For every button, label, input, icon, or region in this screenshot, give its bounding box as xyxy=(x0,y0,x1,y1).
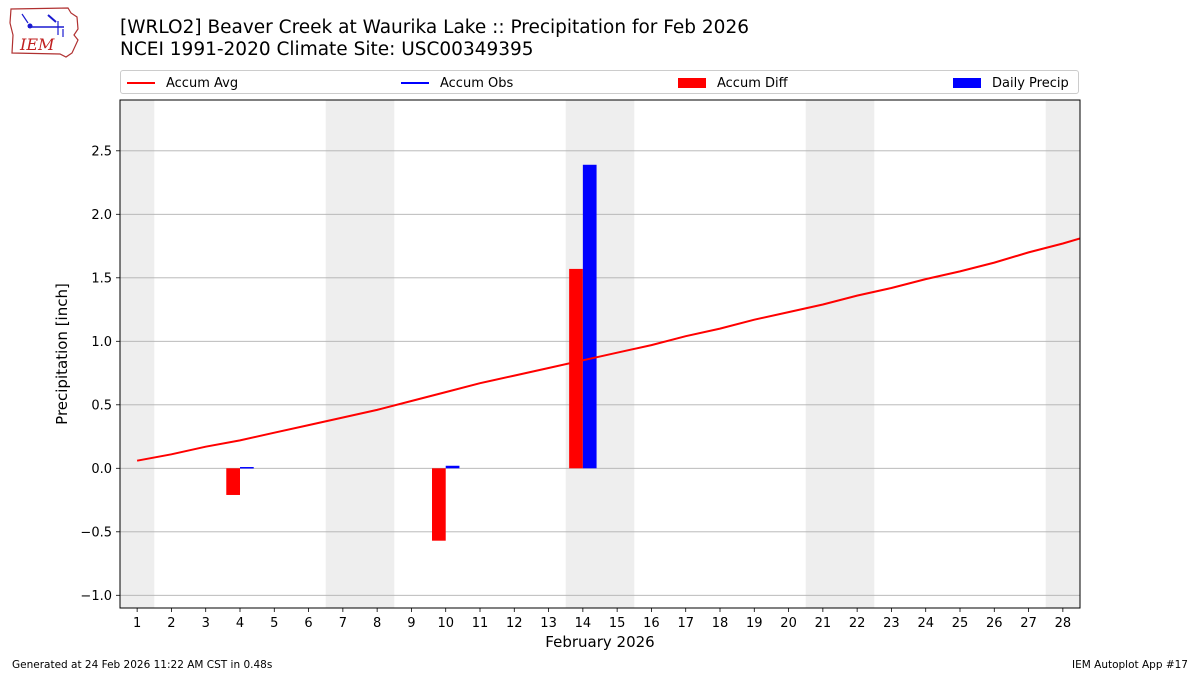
x-tick-label: 9 xyxy=(407,616,415,631)
legend-label-accum-diff: Accum Diff xyxy=(717,75,788,91)
weekend-band-day-7 xyxy=(325,100,360,608)
plot-frame xyxy=(119,99,1081,609)
x-tick-label: 1 xyxy=(133,616,141,631)
x-tick-label: 6 xyxy=(304,616,312,631)
x-tick-label: 3 xyxy=(202,616,210,631)
legend-item-accum-diff: Accum Diff xyxy=(678,74,788,92)
accum-diff-bar-day-14 xyxy=(569,268,583,469)
legend: Accum Avg Accum Obs Accum Diff Daily Pre… xyxy=(120,70,1079,94)
legend-item-accum-obs: Accum Obs xyxy=(401,74,513,92)
x-axis-label: February 2026 xyxy=(545,633,655,651)
daily-precip-bar-day-10 xyxy=(445,465,460,469)
title-line-1: [WRLO2] Beaver Creek at Waurika Lake :: … xyxy=(120,17,749,38)
x-tick-label: 18 xyxy=(712,616,729,631)
chart-title: [WRLO2] Beaver Creek at Waurika Lake :: … xyxy=(120,17,749,61)
x-tick-label: 16 xyxy=(643,616,660,631)
y-tick-label: −0.5 xyxy=(80,525,112,540)
weekend-band-day-28 xyxy=(1045,100,1080,608)
x-tick-label: 17 xyxy=(677,616,694,631)
weekend-band-day-8 xyxy=(360,100,395,608)
legend-swatch-daily-precip xyxy=(953,78,981,88)
y-tick-label: 0.5 xyxy=(91,398,112,413)
y-axis-label: Precipitation [inch] xyxy=(53,283,71,425)
x-tick-label: 7 xyxy=(339,616,347,631)
x-tick-label: 20 xyxy=(780,616,797,631)
x-tick-label: 13 xyxy=(540,616,557,631)
y-tick-label: 1.0 xyxy=(91,335,112,350)
daily-precip-bar-day-14 xyxy=(582,164,597,469)
x-tick-label: 10 xyxy=(437,616,454,631)
app-id: IEM Autoplot App #17 xyxy=(1072,659,1188,671)
legend-swatch-accum-avg xyxy=(127,82,155,84)
legend-swatch-accum-obs xyxy=(401,82,429,84)
x-tick-label: 25 xyxy=(952,616,969,631)
logo-text: IEM xyxy=(19,35,55,54)
x-tick-label: 4 xyxy=(236,616,244,631)
x-tick-label: 24 xyxy=(917,616,934,631)
legend-item-daily-precip: Daily Precip xyxy=(953,74,1069,92)
generated-timestamp: Generated at 24 Feb 2026 11:22 AM CST in… xyxy=(12,659,273,671)
x-tick-label: 23 xyxy=(883,616,900,631)
legend-label-daily-precip: Daily Precip xyxy=(992,75,1069,91)
legend-swatch-accum-diff xyxy=(678,78,706,88)
accum-diff-bar-day-10 xyxy=(432,468,446,541)
x-tick-label: 11 xyxy=(472,616,489,631)
legend-label-accum-avg: Accum Avg xyxy=(166,75,239,91)
daily-precip-bar-day-4 xyxy=(240,467,254,469)
x-tick-label: 26 xyxy=(986,616,1003,631)
x-tick-label: 22 xyxy=(849,616,866,631)
x-tick-label: 28 xyxy=(1055,616,1072,631)
y-tick-label: 1.5 xyxy=(91,271,112,286)
weekend-band-day-1 xyxy=(120,100,155,608)
weekend-band-day-21 xyxy=(805,100,840,608)
accum-avg-line xyxy=(136,237,1080,462)
x-tick-label: 21 xyxy=(815,616,832,631)
x-tick-label: 19 xyxy=(746,616,763,631)
weekend-band-day-15 xyxy=(600,100,635,608)
x-tick-label: 15 xyxy=(609,616,626,631)
x-tick-label: 2 xyxy=(167,616,175,631)
accum-diff-bar-day-4 xyxy=(226,468,240,495)
x-tick-label: 14 xyxy=(575,616,592,631)
weekend-band-day-22 xyxy=(840,100,875,608)
title-line-2: NCEI 1991-2020 Climate Site: USC00349395 xyxy=(120,39,534,60)
x-tick-label: 8 xyxy=(373,616,381,631)
legend-label-accum-obs: Accum Obs xyxy=(440,75,514,91)
y-tick-label: 0.0 xyxy=(91,462,112,477)
x-tick-label: 12 xyxy=(506,616,523,631)
x-tick-label: 5 xyxy=(270,616,278,631)
legend-item-accum-avg: Accum Avg xyxy=(127,74,238,92)
y-tick-label: −1.0 xyxy=(80,589,112,604)
x-tick-label: 27 xyxy=(1020,616,1037,631)
iem-logo: IEM xyxy=(9,7,79,58)
y-tick-label: 2.0 xyxy=(91,208,112,223)
y-tick-label: 2.5 xyxy=(91,144,112,159)
